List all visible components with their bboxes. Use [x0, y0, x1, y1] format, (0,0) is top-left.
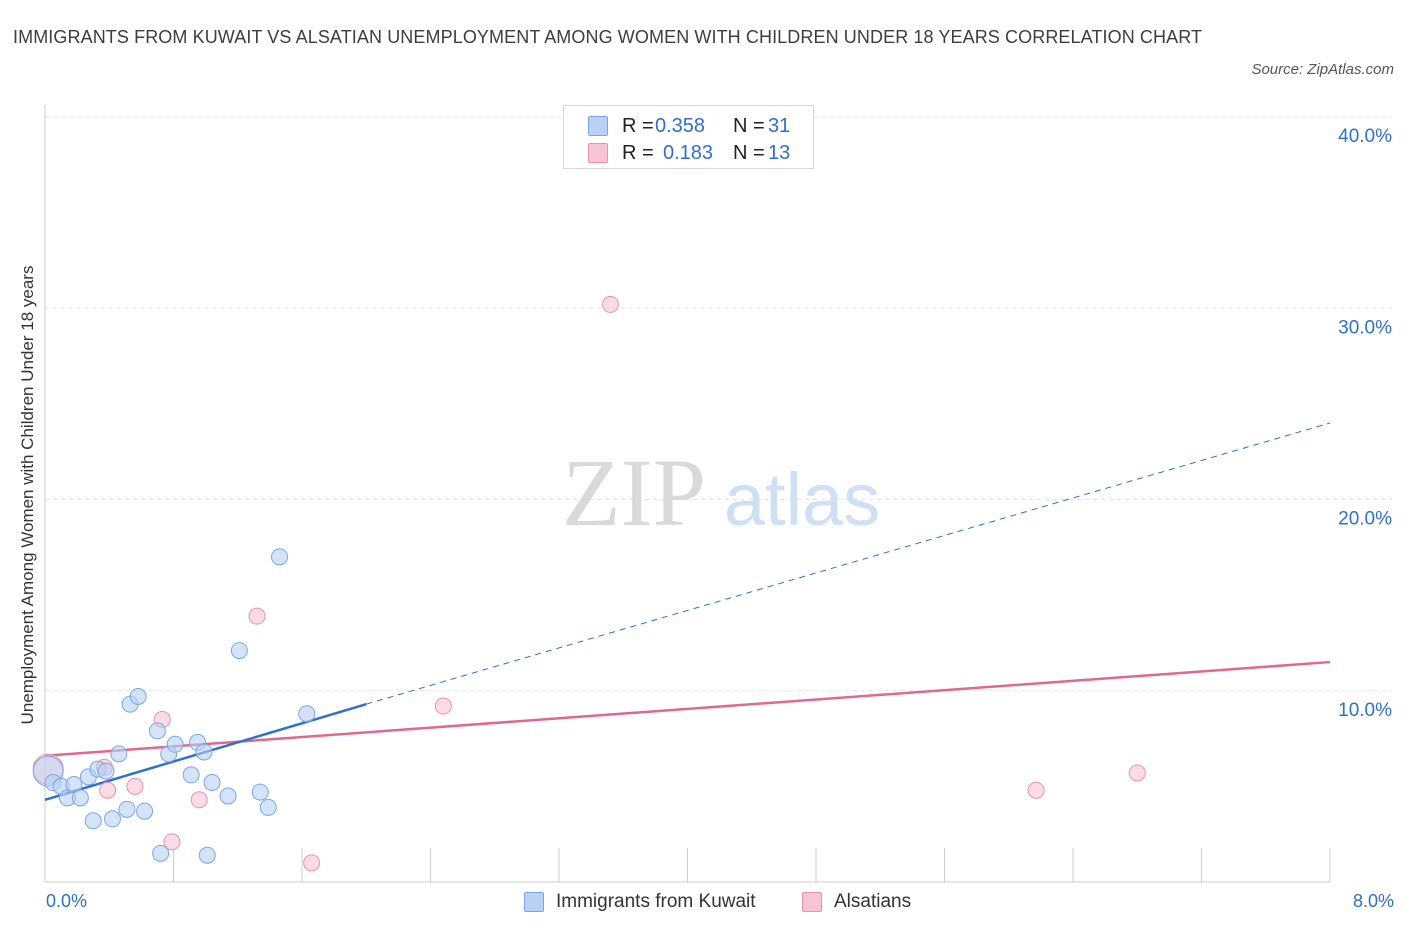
legend-n-value: 31 [768, 115, 791, 137]
point-kuwait [129, 687, 147, 705]
legend-r-label: R = [622, 142, 654, 164]
point-kuwait [166, 735, 184, 753]
y-axis-label: Unemployment Among Women with Children U… [18, 265, 37, 725]
point-kuwait [84, 812, 102, 830]
watermark: ZIP atlas [562, 439, 880, 546]
point-alsatians [303, 854, 321, 872]
trend-line-kuwait-extension [366, 422, 1331, 705]
point-kuwait [103, 810, 121, 828]
bottom-legend-label-alsatians: Alsatians [834, 891, 912, 912]
bottom-legend-kuwait[interactable]: Immigrants from Kuwait [524, 889, 784, 915]
point-kuwait [251, 783, 269, 801]
bottom-legend-alsatians[interactable]: Alsatians [802, 889, 942, 915]
point-kuwait [203, 774, 221, 792]
point-kuwait [198, 846, 216, 864]
bottom-legend-swatch-alsatians [802, 892, 822, 912]
point-kuwait [271, 548, 289, 566]
point-kuwait [195, 743, 213, 761]
legend-n-label: N = [733, 142, 765, 164]
legend-r-label: R = [622, 115, 654, 137]
watermark-zip: ZIP [562, 439, 706, 546]
point-alsatians [190, 791, 208, 809]
legend-n-value: 13 [768, 142, 791, 164]
point-alsatians [434, 697, 452, 715]
legend-swatch-kuwait [588, 116, 608, 136]
point-alsatians [1128, 764, 1146, 782]
y-tick-label: 20.0% [1338, 509, 1392, 530]
point-alsatians [163, 833, 181, 851]
point-alsatians [601, 295, 619, 313]
bottom-legend-swatch-kuwait [524, 892, 544, 912]
axes: 10.0% 20.0% 30.0% 40.0% [44, 105, 1392, 883]
point-kuwait [110, 745, 128, 763]
point-kuwait [182, 766, 200, 784]
correlation-legend: R = 0.358 N = 31 R = 0.183 N = 13 [563, 105, 814, 169]
bottom-legend-label-kuwait: Immigrants from Kuwait [556, 891, 756, 912]
legend-r-value: 0.358 [655, 115, 706, 137]
grid-lines [45, 116, 1392, 692]
x-tick-min: 0.0% [46, 891, 88, 911]
y-tick-label: 10.0% [1338, 700, 1392, 721]
chart-title: IMMIGRANTS FROM KUWAIT VS ALSATIAN UNEMP… [13, 27, 1203, 47]
legend-r-value: 0.183 [663, 142, 714, 164]
point-kuwait [97, 762, 115, 780]
x-tick-max: 8.0% [1352, 891, 1394, 911]
trend-line-alsatians [44, 660, 1331, 758]
y-tick-label: 40.0% [1338, 126, 1392, 147]
point-kuwait [148, 722, 166, 740]
source-credit: Source: ZipAtlas.com [1251, 61, 1394, 78]
point-kuwait [71, 789, 89, 807]
point-kuwait [298, 705, 316, 723]
watermark-atlas: atlas [724, 458, 880, 541]
point-alsatians [1027, 781, 1045, 799]
legend-swatch-alsatians [588, 143, 608, 163]
point-kuwait [118, 800, 136, 818]
point-alsatians [248, 607, 266, 625]
point-kuwait [136, 802, 154, 820]
data-points [32, 295, 1146, 872]
point-alsatians [99, 781, 117, 799]
point-kuwait [152, 844, 170, 862]
point-kuwait [259, 798, 277, 816]
point-kuwait [219, 787, 237, 805]
point-alsatians [126, 777, 144, 795]
y-tick-label: 30.0% [1338, 317, 1392, 338]
legend-n-label: N = [733, 115, 765, 137]
point-kuwait [230, 642, 248, 660]
